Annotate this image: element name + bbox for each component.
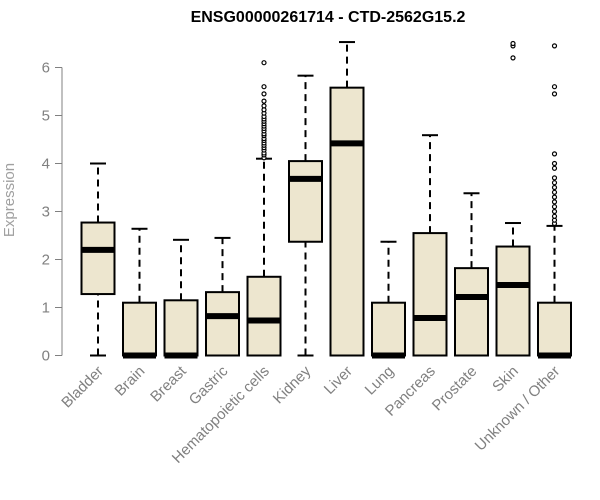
outlier-point — [551, 199, 558, 205]
outlier-point — [261, 103, 267, 109]
outlier-point — [510, 55, 516, 61]
y-axis: 0 1 2 3 4 5 6 — [42, 60, 63, 365]
y-tick-label: 4 — [42, 156, 50, 173]
box-iqr — [495, 245, 531, 357]
box-pancreas — [412, 134, 448, 357]
y-tick-label: 0 — [42, 348, 50, 365]
box-iqr — [205, 291, 240, 357]
outlier-point — [261, 98, 267, 104]
y-tick-label: 6 — [42, 60, 50, 77]
box-iqr — [288, 160, 323, 243]
outlier-point — [551, 165, 558, 171]
y-tick-label: 3 — [42, 204, 50, 221]
outlier-point — [551, 175, 558, 181]
box-iqr — [246, 275, 282, 357]
box-iqr — [454, 267, 489, 357]
outlier-point — [551, 184, 558, 191]
outlier-point — [551, 189, 558, 195]
box-iqr — [371, 301, 406, 357]
box-brain — [122, 227, 157, 359]
box-unknown-other — [537, 43, 572, 359]
y-tick-label: 1 — [42, 300, 50, 317]
x-tick-label: Prostate — [429, 363, 481, 415]
outlier-point — [261, 91, 267, 97]
x-tick-label: Brain — [112, 363, 149, 400]
x-tick-label: Skin — [489, 363, 522, 396]
box-iqr — [80, 221, 116, 296]
boxplot-series — [80, 40, 572, 359]
outlier-point — [551, 91, 558, 97]
box-skin — [495, 40, 531, 357]
box-kidney — [288, 74, 323, 357]
y-axis-label: Expression — [1, 163, 18, 237]
outlier-point — [551, 84, 558, 90]
outlier-point — [551, 43, 558, 49]
outlier-point — [261, 84, 267, 90]
box-iqr — [163, 299, 199, 357]
x-tick-label: Lung — [362, 363, 398, 399]
x-tick-label: Bladder — [58, 363, 107, 412]
outlier-point — [510, 40, 516, 47]
box-iqr — [412, 232, 448, 357]
box-gastric — [205, 236, 240, 357]
chart-title: ENSG00000261714 - CTD-2562G15.2 — [191, 9, 466, 26]
box-bladder — [80, 162, 116, 357]
outlier-point — [261, 60, 267, 66]
box-iqr — [329, 86, 365, 357]
x-tick-label: Liver — [321, 363, 356, 398]
outlier-point — [551, 180, 558, 186]
x-tick-label: Kidney — [270, 362, 315, 407]
outlier-point — [551, 213, 558, 219]
box-iqr — [537, 301, 572, 357]
y-tick-label: 2 — [42, 252, 50, 269]
box-prostate — [454, 192, 489, 357]
box-hematopoietic-cells — [246, 60, 282, 357]
outlier-point — [551, 208, 558, 215]
outlier-point — [551, 160, 558, 167]
y-tick-label: 5 — [42, 108, 50, 125]
outlier-point — [551, 151, 558, 157]
box-lung — [371, 240, 406, 359]
outlier-point — [551, 204, 558, 210]
x-tick-label: Breast — [147, 362, 190, 405]
box-breast — [163, 238, 199, 359]
outlier-point — [551, 194, 558, 200]
box-liver — [329, 41, 365, 357]
box-iqr — [122, 301, 157, 357]
